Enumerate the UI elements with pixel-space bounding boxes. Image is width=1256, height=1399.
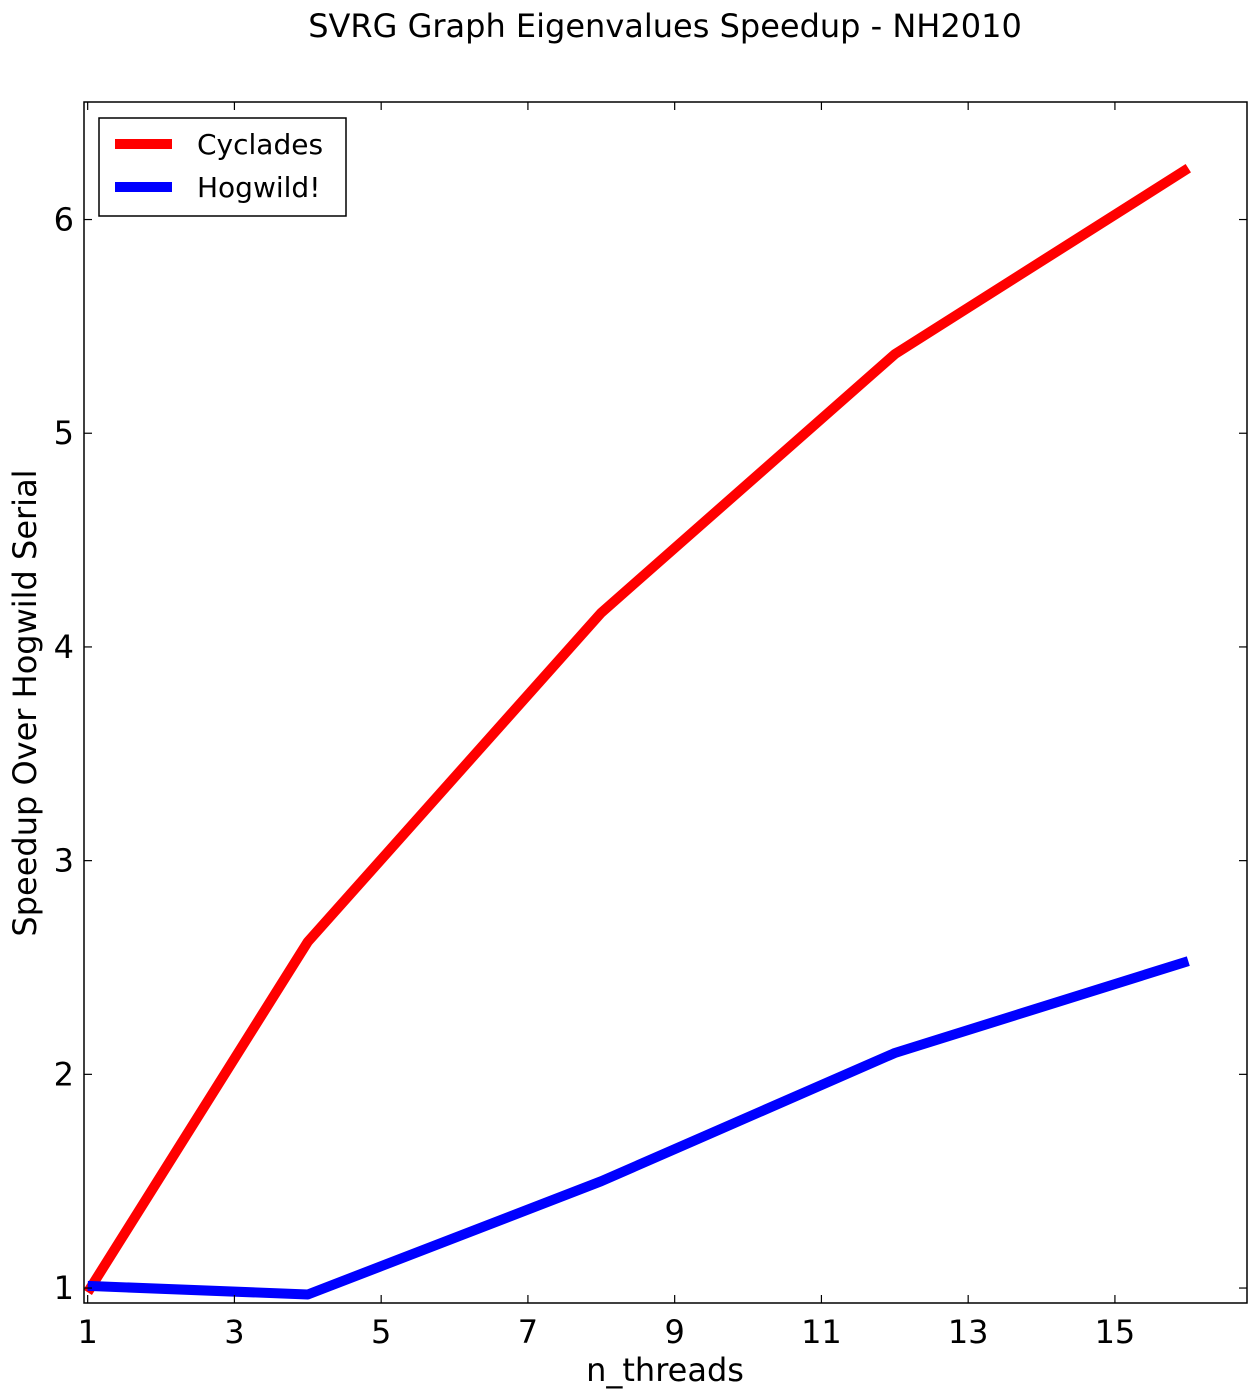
x-tick-label: 11 bbox=[801, 1313, 842, 1351]
x-tick-label: 5 bbox=[371, 1313, 391, 1351]
x-tick-label: 3 bbox=[224, 1313, 244, 1351]
x-tick-label: 1 bbox=[77, 1313, 97, 1351]
y-axis-label: Speedup Over Hogwild Serial bbox=[6, 469, 44, 936]
x-tick-label: 15 bbox=[1095, 1313, 1136, 1351]
legend-label-hogwild: Hogwild! bbox=[197, 171, 320, 204]
y-axis-ticks: 1 2 3 4 5 6 bbox=[54, 201, 1247, 1307]
y-tick-label: 6 bbox=[54, 201, 74, 239]
chart-title: SVRG Graph Eigenvalues Speedup - NH2010 bbox=[308, 7, 1022, 45]
x-tick-label: 9 bbox=[664, 1313, 684, 1351]
y-tick-label: 5 bbox=[54, 414, 74, 452]
series-line-cyclades bbox=[83, 163, 1191, 1295]
x-axis-label: n_threads bbox=[586, 1351, 744, 1389]
legend-label-cyclades: Cyclades bbox=[197, 128, 323, 161]
series-line-hogwild bbox=[87, 956, 1190, 1300]
x-tick-label: 7 bbox=[518, 1313, 538, 1351]
y-tick-label: 4 bbox=[54, 628, 74, 666]
plot-frame bbox=[83, 101, 1248, 1304]
y-tick-label: 1 bbox=[54, 1269, 74, 1307]
plot-lines bbox=[83, 163, 1191, 1300]
y-tick-label: 2 bbox=[54, 1055, 74, 1093]
legend-box bbox=[98, 117, 347, 217]
y-tick-label: 3 bbox=[54, 842, 74, 880]
x-axis-ticks: 1 3 5 7 9 11 13 15 bbox=[77, 102, 1135, 1351]
x-tick-label: 13 bbox=[948, 1313, 989, 1351]
legend: Cyclades Hogwild! bbox=[98, 117, 347, 217]
